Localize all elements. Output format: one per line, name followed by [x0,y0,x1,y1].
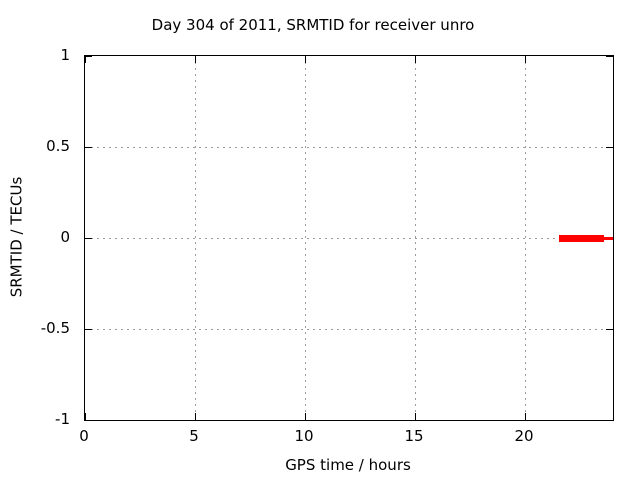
y-tick-right [606,147,613,148]
y-tick-label: 0 [60,228,70,246]
x-tick-label: 0 [79,427,89,445]
x-tick-top [525,56,526,63]
x-axis-title: GPS time / hours [285,456,411,474]
y-tick-right [606,329,613,330]
y-tick-left [85,329,92,330]
x-tick-top [195,56,196,63]
x-tick-bottom [415,413,416,420]
x-tick-label: 15 [404,427,424,445]
x-tick-top [415,56,416,63]
x-tick-label: 5 [189,427,199,445]
x-tick-bottom [85,413,86,420]
y-tick-left [85,56,92,57]
x-tick-bottom [305,413,306,420]
y-gridline [85,329,613,330]
y-tick-right [606,420,613,421]
x-tick-top [85,56,86,63]
x-tick-top [305,56,306,63]
data-series-segment [559,235,604,242]
y-tick-left [85,238,92,239]
plot-area [84,55,614,421]
chart-title: Day 304 of 2011, SRMTID for receiver unr… [151,16,475,34]
y-gridline [85,238,613,239]
y-tick-label: 0.5 [46,137,70,155]
y-tick-left [85,147,92,148]
x-tick-bottom [195,413,196,420]
y-tick-label: 1 [60,46,70,64]
x-tick-label: 10 [294,427,314,445]
y-tick-right [606,56,613,57]
data-series-segment [604,237,613,240]
y-tick-left [85,420,92,421]
y-tick-label: -0.5 [40,319,70,337]
x-tick-label: 20 [514,427,534,445]
y-tick-label: -1 [55,410,70,428]
x-tick-bottom [525,413,526,420]
y-gridline [85,147,613,148]
